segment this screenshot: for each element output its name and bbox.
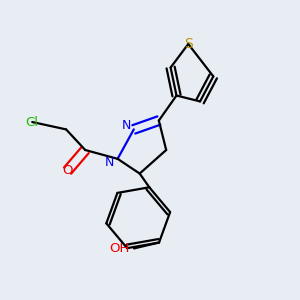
Text: S: S [184, 37, 193, 51]
Text: N: N [105, 156, 114, 169]
Text: O: O [62, 164, 73, 177]
Text: OH: OH [109, 242, 130, 255]
Text: N: N [122, 119, 131, 132]
Text: Cl: Cl [26, 116, 39, 128]
